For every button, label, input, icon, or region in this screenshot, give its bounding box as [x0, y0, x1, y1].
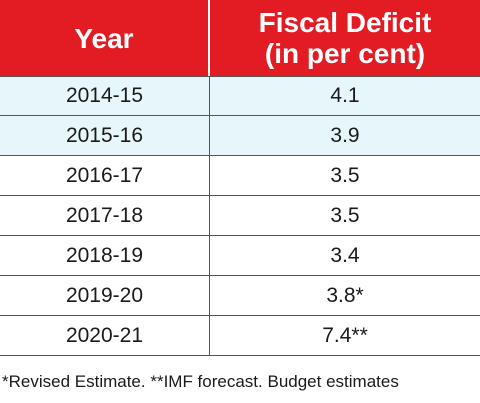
- table-header: Year Fiscal Deficit (in per cent): [0, 0, 480, 76]
- year-cell: 2020-21: [0, 316, 210, 355]
- header-year: Year: [0, 0, 210, 76]
- footnote: *Revised Estimate. **IMF forecast. Budge…: [2, 372, 399, 391]
- table-row: 2017-18 3.5: [0, 196, 480, 236]
- year-cell: 2019-20: [0, 276, 210, 315]
- deficit-value-cell: 3.8*: [326, 283, 364, 307]
- table-row: 2018-19 3.4: [0, 236, 480, 276]
- year-cell: 2015-16: [0, 116, 210, 155]
- header-value-unit: (in per cent): [264, 38, 426, 69]
- table-row: 2016-17 3.5: [0, 156, 480, 196]
- header-value-label: Fiscal Deficit: [258, 7, 432, 38]
- table-row: 2014-15 4.1: [0, 76, 480, 116]
- table-body: 2014-15 4.1 2015-16 3.9 2016-17 3.5 2017-18 3.5…: [0, 76, 480, 356]
- fiscal-deficit-table: Year Fiscal Deficit (in per cent) 2014-1…: [0, 0, 480, 356]
- year-cell: 2016-17: [0, 156, 210, 195]
- deficit-value-cell: 3.5: [330, 203, 360, 227]
- year-cell: 2017-18: [0, 196, 210, 235]
- deficit-value-cell: 3.9: [330, 123, 360, 147]
- header-year-label: Year: [74, 22, 134, 54]
- deficit-value-cell: 4.1: [330, 84, 360, 107]
- deficit-value-cell: 7.4**: [322, 323, 368, 347]
- table-row: 2020-21 7.4**: [0, 316, 480, 356]
- year-cell: 2014-15: [0, 77, 210, 115]
- header-fiscal-deficit: Fiscal Deficit (in per cent): [210, 0, 480, 76]
- table-row: 2019-20 3.8*: [0, 276, 480, 316]
- year-cell: 2018-19: [0, 236, 210, 275]
- deficit-value-cell: 3.4: [330, 243, 360, 267]
- deficit-value-cell: 3.5: [330, 163, 360, 187]
- table-row: 2015-16 3.9: [0, 116, 480, 156]
